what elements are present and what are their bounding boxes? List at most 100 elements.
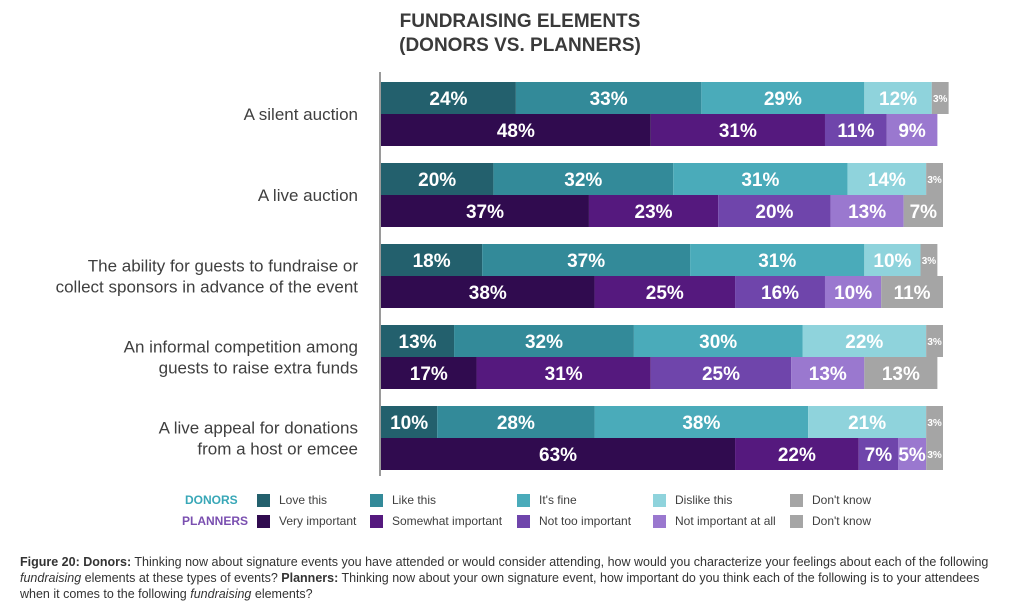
category-label: The ability for guests to fundraise or co… — [56, 257, 359, 297]
bar-segment — [650, 357, 792, 389]
bar-segment — [718, 195, 831, 227]
caption-text-1: Thinking now about signature events you … — [131, 555, 989, 569]
bar-segment — [735, 438, 859, 470]
bar-segment — [864, 82, 932, 114]
bar-segment — [454, 325, 634, 357]
bar-value-label: 25% — [646, 283, 684, 304]
bar-value-label: 16% — [761, 283, 799, 304]
bar-value-label: 10% — [834, 283, 872, 304]
bar-value-label: 32% — [525, 332, 563, 353]
bar-value-label: 22% — [778, 445, 816, 466]
bar-value-label: 31% — [545, 364, 583, 385]
bar-value-label: 30% — [699, 332, 737, 353]
bar-segment — [847, 163, 927, 195]
bar-segment — [476, 357, 651, 389]
bar-value-label: 9% — [898, 121, 926, 142]
bar-segment — [381, 357, 477, 389]
bar-value-label: 38% — [682, 413, 720, 434]
chart-title-line-1: FUNDRAISING ELEMENTS — [399, 11, 641, 32]
bar-segment — [808, 406, 927, 438]
bar-segment — [824, 276, 882, 308]
bar-segment — [381, 406, 438, 438]
bar-value-label: 21% — [848, 413, 886, 434]
bar-value-label: 24% — [429, 89, 467, 110]
bar-value-label: 13% — [809, 364, 847, 385]
category-label: An informal competition among guests to r… — [124, 338, 358, 378]
bar-segment — [881, 276, 943, 308]
bar-value-label: 25% — [702, 364, 740, 385]
bar-value-label: 37% — [567, 251, 605, 272]
bar-value-label: 33% — [590, 89, 628, 110]
bar-value-label: 31% — [741, 170, 779, 191]
bar-segment — [381, 82, 516, 114]
bar-segment — [381, 163, 494, 195]
bar-value-label: 29% — [764, 89, 802, 110]
bar-segment — [701, 82, 865, 114]
chart-title: FUNDRAISING ELEMENTS (DONORS VS. PLANNER… — [300, 10, 740, 58]
bar-segment — [886, 114, 938, 146]
stacked-bar-chart: A silent auction 24% 33% 29% 12% 3% 48% 31% 11% 9… — [56, 72, 949, 476]
bar-segment — [690, 244, 865, 276]
caption-text-2: elements at these types of events? — [81, 571, 282, 585]
bar-value-label: 3% — [927, 418, 942, 429]
bar-segment — [381, 438, 736, 470]
bar-segment — [381, 276, 595, 308]
bar-value-label: 48% — [497, 121, 535, 142]
bar-value-label: 3% — [922, 256, 937, 267]
category-label: A live auction — [258, 186, 358, 205]
bar-value-label: 63% — [539, 445, 577, 466]
bar-segment — [802, 325, 927, 357]
bar-value-label: 17% — [410, 364, 448, 385]
bar-value-label: 14% — [868, 170, 906, 191]
bar-segment — [381, 325, 455, 357]
bar-segment — [931, 82, 949, 114]
bar-value-label: 5% — [898, 445, 926, 466]
bar-segment — [858, 438, 899, 470]
bar-segment — [588, 195, 719, 227]
bar-value-label: 11% — [837, 121, 874, 142]
bar-segment — [482, 244, 691, 276]
bar-value-label: 11% — [894, 283, 931, 304]
bar-value-label: 22% — [845, 332, 883, 353]
bar-segment — [864, 357, 938, 389]
bar-segment — [926, 163, 943, 195]
bar-value-label: 10% — [390, 413, 428, 434]
bar-segment — [824, 114, 887, 146]
bar-segment — [633, 325, 803, 357]
bar-value-label: 38% — [469, 283, 507, 304]
bar-segment — [515, 82, 702, 114]
bar-value-label: 31% — [719, 121, 757, 142]
caption-emphasis-1: fundraising — [20, 571, 82, 585]
bar-value-label: 13% — [399, 332, 437, 353]
bar-segment — [381, 244, 483, 276]
bar-value-label: 3% — [927, 337, 942, 348]
bar-segment — [926, 325, 943, 357]
bar-value-label: 18% — [413, 251, 451, 272]
caption-figure-label: Figure 20: Donors: — [20, 555, 132, 569]
bar-segment — [735, 276, 825, 308]
bar-segment — [650, 114, 825, 146]
bar-value-label: 3% — [927, 450, 942, 461]
bar-segment — [903, 195, 943, 227]
caption-text-3: Thinking now about your own signature ev… — [20, 571, 980, 601]
bar-value-label: 31% — [758, 251, 796, 272]
bar-value-label: 20% — [418, 170, 456, 191]
bar-segment — [381, 195, 589, 227]
figure-caption: Figure 20: Donors: Thinking now about si… — [20, 554, 1010, 602]
bar-value-label: 32% — [564, 170, 602, 191]
bar-segment — [673, 163, 848, 195]
bar-segment — [926, 406, 943, 438]
bar-value-label: 23% — [635, 202, 673, 223]
category-label: A silent auction — [244, 105, 358, 124]
bar-value-label: 3% — [927, 175, 942, 186]
bar-segment — [437, 406, 595, 438]
bar-value-label: 28% — [497, 413, 535, 434]
bar-value-label: 10% — [873, 251, 911, 272]
caption-planners-label: Planners: — [281, 571, 339, 585]
bar-segment — [830, 195, 904, 227]
bar-segment — [493, 163, 674, 195]
bar-value-label: 12% — [879, 89, 917, 110]
caption-emphasis-2: fundraising — [190, 587, 252, 601]
category-label: A live appeal for donations from a host o… — [159, 419, 358, 459]
bar-segment — [920, 244, 938, 276]
